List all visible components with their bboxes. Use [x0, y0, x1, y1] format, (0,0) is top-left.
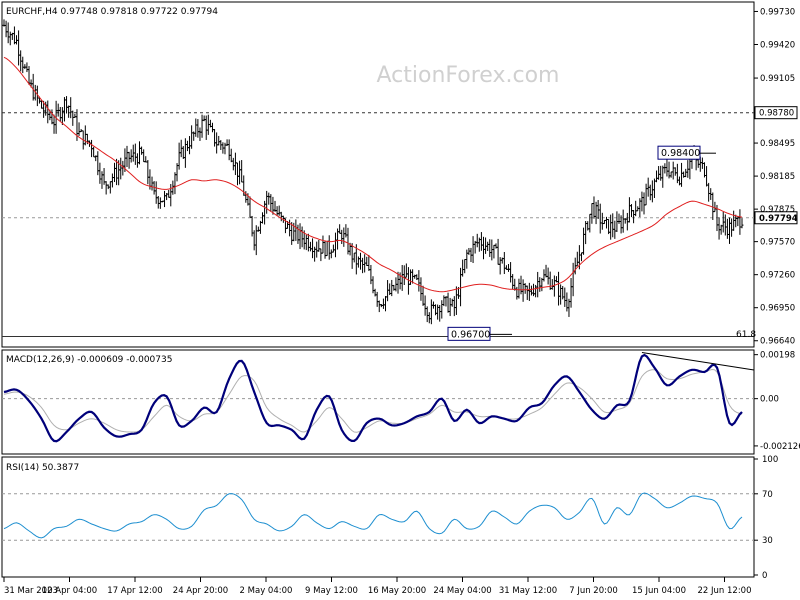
rsi-tick-label: 30 [762, 536, 773, 546]
price-tick-label: 0.97875 [760, 205, 795, 215]
price-axis-ticks: 0.99730 0.99420 0.99105 0.98780 0.98495 0.981… [754, 7, 798, 347]
macd-axis-ticks: 0.00198 0.00 -0.002126 [754, 351, 800, 452]
macd-panel-header: MACD(12,26,9) -0.000609 -0.000735 [6, 355, 172, 365]
rsi-line [3, 492, 743, 539]
price-annotations: 0.98400 0.96700 [447, 145, 716, 341]
price-panel-header: EURCHF,H4 0.97748 0.97818 0.97722 0.9779… [6, 7, 218, 17]
time-tick-label: 7 Jun 20:00 [569, 586, 618, 596]
price-annotation: 0.96700 [447, 326, 512, 341]
price-tick-label: 0.98495 [760, 139, 795, 149]
price-tick-label: 0.99420 [760, 40, 795, 50]
time-tick-label: 22 Jun 12:00 [698, 586, 752, 596]
price-tick-label: 0.98185 [760, 172, 795, 182]
price-tick-label: 0.96640 [760, 337, 795, 347]
price-annotation: 0.98400 [657, 145, 716, 160]
rsi-axis-ticks: 100 70 30 0 [754, 455, 778, 581]
price-annotation-text: 0.98400 [661, 148, 700, 159]
rsi-tick-label: 70 [762, 490, 773, 500]
time-tick-label: 2 May 04:00 [240, 586, 293, 596]
price-tick-label: 0.99105 [760, 74, 795, 84]
time-tick-label: 24 May 04:00 [433, 586, 491, 596]
time-tick-label: 9 May 12:00 [305, 586, 358, 596]
moving-average-line [3, 56, 743, 293]
price-tick-label: 0.99730 [760, 7, 795, 17]
level-tag-box [754, 106, 798, 120]
macd-tick-label: 0.00198 [760, 351, 795, 361]
time-tick-label: 24 Apr 20:00 [173, 586, 228, 596]
price-tick-label: 0.97260 [760, 271, 795, 281]
price-tick-label: 0.97570 [760, 238, 795, 248]
rsi-tick-label: 0 [762, 571, 767, 581]
rsi-tick-label: 100 [762, 455, 778, 465]
ohlc-bar [740, 218, 744, 229]
watermark: ActionForex.com [377, 63, 560, 88]
macd-main-line [3, 353, 743, 443]
current-price-box [754, 211, 798, 225]
macd-trendline [641, 351, 755, 371]
time-tick-label: 31 Mar 2023 [4, 586, 58, 596]
time-tick-label: 17 Apr 12:00 [107, 586, 162, 596]
level-tag-text: 0.98780 [759, 109, 794, 119]
time-tick-label: 16 May 20:00 [368, 586, 426, 596]
price-levels [2, 112, 754, 337]
macd-panel-frame [1, 349, 755, 455]
time-tick-label: 31 May 12:00 [499, 586, 557, 596]
macd-tick-label: -0.002126 [760, 442, 800, 452]
time-tick-label: 15 Jun 04:00 [632, 586, 686, 596]
rsi-panel-header: RSI(14) 50.3877 [6, 463, 79, 473]
price-annotation-text: 0.96700 [451, 329, 490, 340]
current-price-text: 0.97794 [759, 214, 798, 224]
rsi-panel-frame [1, 456, 755, 578]
macd-tick-label: 0.00 [760, 395, 779, 405]
rsi-levels [2, 493, 754, 541]
price-tick-label: 0.96950 [760, 304, 795, 314]
macd-signal-line [3, 368, 743, 433]
time-tick-label: 10 Apr 04:00 [42, 586, 97, 596]
price-panel-frame [1, 1, 755, 348]
fib-level-label: 61.8 [736, 330, 756, 340]
